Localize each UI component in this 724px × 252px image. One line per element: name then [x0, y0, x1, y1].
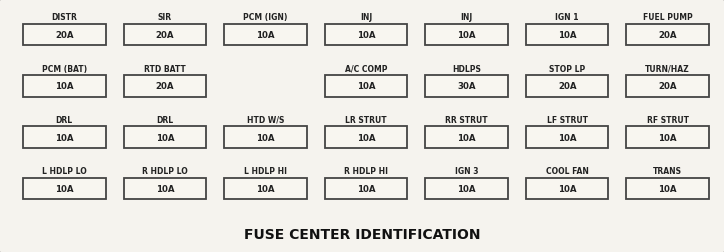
Bar [124, 25, 206, 46]
Text: 10A: 10A [357, 133, 375, 142]
Text: 20A: 20A [558, 82, 576, 91]
Bar [124, 76, 206, 97]
Bar [325, 178, 407, 199]
Bar [425, 127, 508, 148]
Bar [325, 76, 407, 97]
Text: R HDLP LO: R HDLP LO [142, 166, 188, 175]
Text: 10A: 10A [458, 31, 476, 40]
Bar [325, 25, 407, 46]
Text: RTD BATT: RTD BATT [144, 64, 186, 73]
Text: L HDLP LO: L HDLP LO [42, 166, 87, 175]
Text: 10A: 10A [256, 184, 274, 193]
Text: 10A: 10A [156, 133, 174, 142]
Text: DRL: DRL [56, 115, 73, 124]
Text: 10A: 10A [55, 82, 74, 91]
Text: 10A: 10A [658, 133, 677, 142]
Text: 10A: 10A [357, 82, 375, 91]
Bar [626, 127, 709, 148]
Text: A/C COMP: A/C COMP [345, 64, 387, 73]
Text: LR STRUT: LR STRUT [345, 115, 387, 124]
Bar [23, 76, 106, 97]
Bar [425, 76, 508, 97]
Text: 20A: 20A [55, 31, 74, 40]
Text: L HDLP HI: L HDLP HI [244, 166, 287, 175]
Text: HTD W/S: HTD W/S [247, 115, 284, 124]
Text: FUEL PUMP: FUEL PUMP [643, 13, 693, 22]
Bar [526, 127, 608, 148]
Bar [23, 178, 106, 199]
Text: SIR: SIR [158, 13, 172, 22]
Text: 10A: 10A [55, 133, 74, 142]
Text: COOL FAN: COOL FAN [546, 166, 589, 175]
Text: 20A: 20A [156, 82, 174, 91]
Text: 20A: 20A [658, 31, 677, 40]
Bar [526, 178, 608, 199]
Text: DISTR: DISTR [51, 13, 77, 22]
Bar [124, 178, 206, 199]
Bar [626, 178, 709, 199]
Text: PCM (IGN): PCM (IGN) [243, 13, 287, 22]
Text: 10A: 10A [256, 31, 274, 40]
Text: 10A: 10A [458, 184, 476, 193]
Text: 10A: 10A [558, 133, 576, 142]
Text: INJ: INJ [360, 13, 372, 22]
Bar [626, 25, 709, 46]
Text: R HDLP HI: R HDLP HI [344, 166, 388, 175]
Text: IGN 3: IGN 3 [455, 166, 479, 175]
Text: IGN 1: IGN 1 [555, 13, 579, 22]
Text: TRANS: TRANS [653, 166, 682, 175]
Bar [23, 127, 106, 148]
Text: 10A: 10A [357, 184, 375, 193]
Text: LF STRUT: LF STRUT [547, 115, 588, 124]
Text: 20A: 20A [658, 82, 677, 91]
Text: 10A: 10A [357, 31, 375, 40]
Bar [425, 178, 508, 199]
Text: TURN/HAZ: TURN/HAZ [645, 64, 690, 73]
Text: HDLPS: HDLPS [452, 64, 481, 73]
Bar [224, 178, 307, 199]
Text: PCM (BAT): PCM (BAT) [42, 64, 87, 73]
Text: FUSE CENTER IDENTIFICATION: FUSE CENTER IDENTIFICATION [244, 227, 480, 241]
Text: 10A: 10A [658, 184, 677, 193]
Text: DRL: DRL [156, 115, 174, 124]
Bar [526, 25, 608, 46]
Text: 10A: 10A [55, 184, 74, 193]
Text: 10A: 10A [458, 133, 476, 142]
Text: 10A: 10A [156, 184, 174, 193]
Bar [526, 76, 608, 97]
Bar [224, 25, 307, 46]
Bar [224, 127, 307, 148]
Text: INJ: INJ [460, 13, 473, 22]
Text: RF STRUT: RF STRUT [647, 115, 689, 124]
Text: 10A: 10A [256, 133, 274, 142]
Text: 30A: 30A [458, 82, 476, 91]
Text: STOP LP: STOP LP [549, 64, 585, 73]
Bar [626, 76, 709, 97]
Bar [325, 127, 407, 148]
Bar [124, 127, 206, 148]
Text: 10A: 10A [558, 184, 576, 193]
Text: 20A: 20A [156, 31, 174, 40]
Bar [23, 25, 106, 46]
Text: RR STRUT: RR STRUT [445, 115, 488, 124]
Text: 10A: 10A [558, 31, 576, 40]
Bar [425, 25, 508, 46]
